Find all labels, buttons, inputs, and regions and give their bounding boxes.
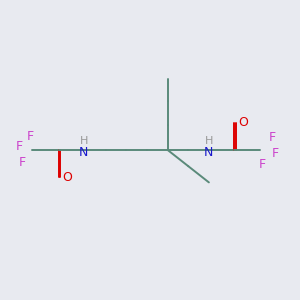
- Text: F: F: [269, 131, 276, 144]
- Text: O: O: [63, 172, 73, 184]
- Text: H: H: [80, 136, 88, 146]
- Text: N: N: [79, 146, 88, 159]
- Text: F: F: [259, 158, 266, 171]
- Text: F: F: [272, 147, 279, 160]
- Text: N: N: [204, 146, 214, 159]
- Text: F: F: [18, 156, 26, 169]
- Text: O: O: [238, 116, 248, 128]
- Text: F: F: [15, 140, 22, 153]
- Text: H: H: [205, 136, 213, 146]
- Text: F: F: [27, 130, 34, 143]
